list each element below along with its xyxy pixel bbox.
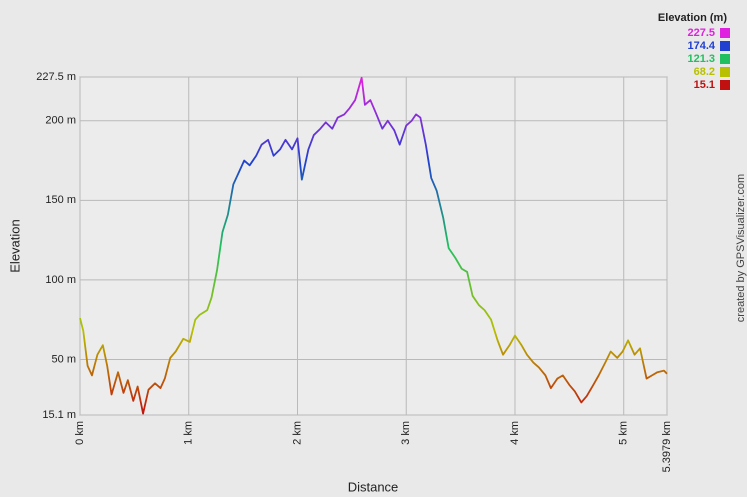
- y-tick-label: 150 m: [45, 194, 76, 206]
- legend-label: 227.5: [687, 27, 715, 39]
- x-axis-title: Distance: [348, 479, 399, 494]
- credit: created by GPSVisualizer.com: [735, 174, 747, 322]
- x-tick-label: 5.3979 km: [661, 421, 673, 472]
- elevation-line: [79, 76, 668, 415]
- legend-swatch: [720, 28, 730, 38]
- x-tick-label: 2 km: [291, 421, 303, 445]
- x-tick-label: 5 km: [618, 421, 630, 445]
- y-tick-label: 50 m: [52, 353, 76, 365]
- legend-swatch: [720, 54, 730, 64]
- legend-label: 68.2: [694, 66, 715, 78]
- x-tick-label: 3 km: [400, 421, 412, 445]
- x-tick-label: 1 km: [183, 421, 195, 445]
- plot-area: [79, 76, 668, 416]
- legend-title: Elevation (m): [658, 12, 727, 24]
- y-tick-label: 100 m: [45, 274, 76, 286]
- legend-swatch: [720, 80, 730, 90]
- y-tick-label: 227.5 m: [36, 71, 76, 83]
- legend-label: 174.4: [687, 40, 715, 52]
- x-tick-label: 0 km: [74, 421, 86, 445]
- legend-label: 121.3: [687, 53, 715, 65]
- legend-swatch: [720, 67, 730, 77]
- y-axis-title: Elevation: [7, 219, 22, 272]
- legend-swatch: [720, 41, 730, 51]
- x-tick-label: 4 km: [509, 421, 521, 445]
- y-tick-label: 15.1 m: [42, 409, 76, 421]
- y-tick-label: 200 m: [45, 115, 76, 127]
- legend-label: 15.1: [694, 79, 715, 91]
